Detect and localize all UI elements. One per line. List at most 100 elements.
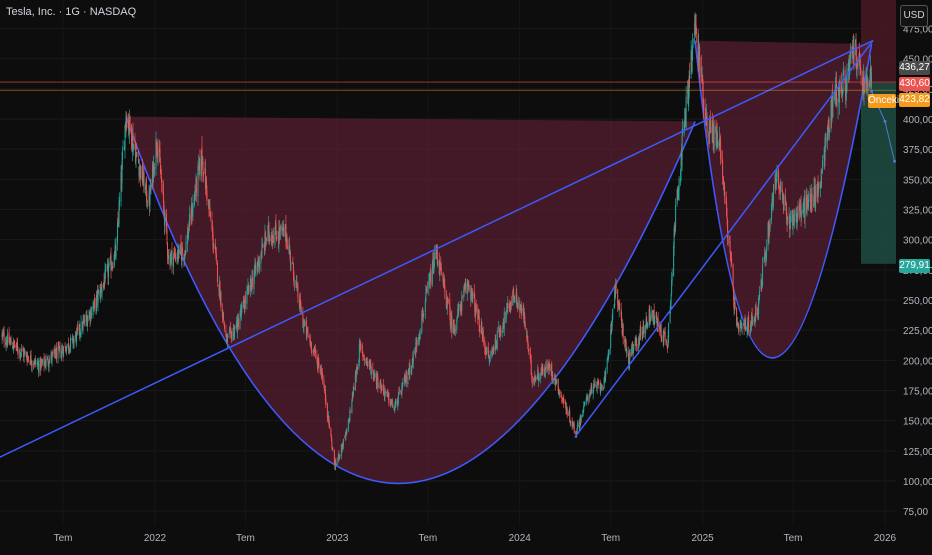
candle-body <box>736 308 738 326</box>
candle-body <box>397 394 399 405</box>
candle-body <box>278 228 280 244</box>
cup-pattern-curve <box>125 116 696 485</box>
candle-body <box>691 50 693 73</box>
candle-body <box>582 411 584 413</box>
candle-body <box>126 118 128 128</box>
candle-body <box>377 386 379 388</box>
candle-body <box>115 245 117 259</box>
candle-body <box>307 330 309 337</box>
x-tick-label: Tem <box>54 533 73 544</box>
candle-body <box>150 184 152 191</box>
candle-body <box>660 323 662 337</box>
candle-body <box>618 303 620 311</box>
candle-body <box>272 235 274 244</box>
candle-body <box>140 165 142 179</box>
candle-body <box>440 267 442 275</box>
candle-body <box>19 350 21 357</box>
candle-body <box>174 253 176 261</box>
currency-button[interactable]: USD <box>900 5 928 27</box>
candle-body <box>243 300 245 307</box>
candle-body <box>451 316 453 332</box>
candle-body <box>557 379 559 392</box>
candle-body <box>487 347 489 354</box>
candle-body <box>797 205 799 216</box>
candle-body <box>393 409 395 410</box>
candle-body <box>583 402 585 405</box>
candle-body <box>514 301 516 303</box>
candle-body <box>139 168 141 176</box>
candle-body <box>535 377 537 380</box>
candle-body <box>849 61 851 75</box>
candle-body <box>394 405 396 410</box>
candle-body <box>463 288 465 290</box>
candle-body <box>820 182 822 189</box>
candle-body <box>698 45 700 61</box>
candle-body <box>675 205 677 227</box>
candle-body <box>48 363 50 368</box>
candle-body <box>670 301 672 311</box>
candle-body <box>17 351 19 354</box>
candle-body <box>362 351 364 357</box>
candle-body <box>687 91 689 105</box>
candle-body <box>659 326 661 330</box>
candle-body <box>31 361 33 366</box>
candle-body <box>44 360 46 367</box>
candle-body <box>750 324 752 334</box>
candle-body <box>339 454 341 456</box>
candle-body <box>135 151 137 161</box>
candle-body <box>33 364 35 366</box>
candle-body <box>291 263 293 264</box>
candle-body <box>146 180 148 201</box>
candle-body <box>850 50 852 58</box>
candle-body <box>61 351 63 359</box>
candle-body <box>596 385 598 389</box>
candle-body <box>507 302 509 308</box>
candle-body <box>634 340 636 347</box>
candle-body <box>652 310 654 319</box>
candle-body <box>376 379 378 385</box>
candle-body <box>768 226 770 239</box>
candle-body <box>87 315 89 322</box>
candle-body <box>33 363 35 365</box>
candle-body <box>827 127 829 142</box>
y-tick-label: 375,00 <box>903 145 932 156</box>
candle-body <box>265 240 267 246</box>
candle-body <box>359 344 361 348</box>
candle-body <box>154 167 156 174</box>
candle-body <box>208 205 210 210</box>
candle-body <box>398 389 400 391</box>
candle-body <box>425 292 427 302</box>
candle-body <box>663 333 665 344</box>
candle-body <box>268 235 270 239</box>
candle-body <box>149 187 151 206</box>
candle-body <box>456 316 458 320</box>
candle-body <box>589 392 591 399</box>
candle-body <box>26 352 28 358</box>
candle-body <box>699 67 701 72</box>
candle-body <box>785 196 787 206</box>
candle-body <box>225 330 227 337</box>
candle-body <box>719 133 721 138</box>
candle-body <box>619 304 621 307</box>
candle-body <box>657 318 659 328</box>
candle-body <box>582 413 584 417</box>
candle-body <box>326 403 328 418</box>
candle-body <box>513 298 515 301</box>
candle-body <box>335 460 337 465</box>
candle-body <box>98 290 100 294</box>
candle-body <box>766 246 768 257</box>
y-tick-label: 75,00 <box>903 507 928 518</box>
candle-body <box>779 191 781 193</box>
candle-body <box>780 182 782 192</box>
candle-body <box>293 283 295 285</box>
candle-body <box>425 290 427 294</box>
candle-body <box>681 135 683 160</box>
candle-body <box>27 356 29 361</box>
candle-body <box>825 136 827 143</box>
candle-body <box>786 209 788 219</box>
candle-body <box>124 125 126 149</box>
candle-body <box>296 282 298 285</box>
candle-body <box>717 141 719 149</box>
candle-body <box>789 223 791 229</box>
